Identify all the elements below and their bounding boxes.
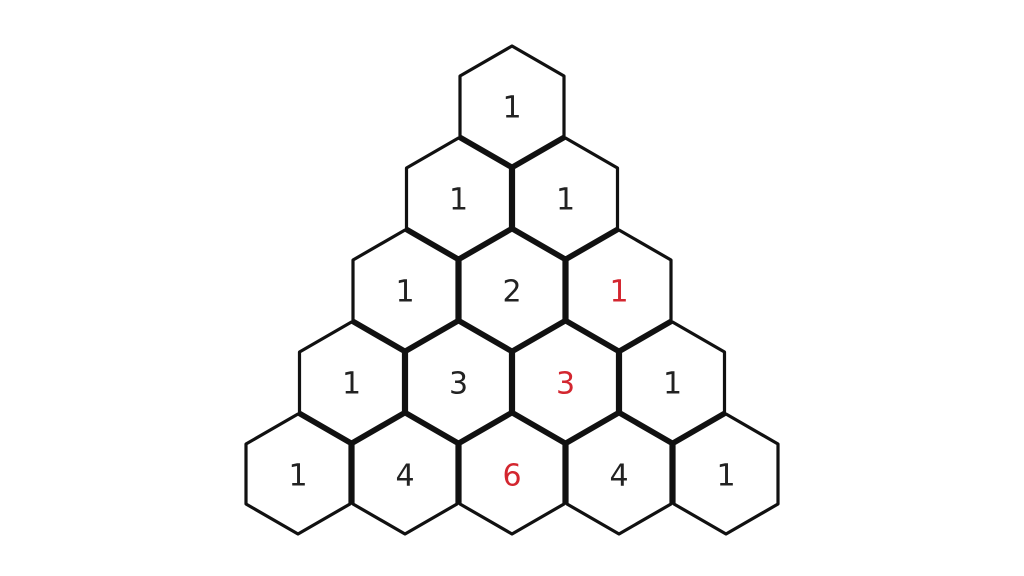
hex-cell-r0-c0: 1	[458, 44, 566, 168]
hex-value-highlighted: 3	[556, 367, 575, 402]
hex-cell-r3-c1: 3	[404, 320, 513, 444]
hex-cell-r4-c0: 1	[244, 412, 352, 536]
hexagon	[351, 228, 459, 352]
hex-value-highlighted: 6	[502, 459, 521, 494]
hex-cells: 1 1 1 1 2 1 1 3 3 1 1 4 6 4 1	[244, 44, 780, 536]
hex-cell-r4-c1: 4	[351, 412, 459, 536]
hex-value: 3	[449, 367, 468, 402]
hex-value: 2	[502, 275, 521, 310]
hex-value: 1	[395, 275, 414, 310]
hex-value: 1	[716, 459, 735, 494]
hexagon	[458, 228, 566, 352]
hexagon	[511, 136, 620, 260]
hexagon	[672, 412, 780, 536]
hex-cell-r4-c2: 6	[458, 412, 566, 536]
hexagon	[458, 412, 566, 536]
hex-value: 1	[663, 367, 682, 402]
hex-value: 1	[342, 367, 361, 402]
hex-value: 1	[556, 183, 575, 218]
hex-cell-r1-c0: 1	[404, 136, 513, 260]
hexagon	[565, 412, 673, 536]
hex-cell-r1-c1: 1	[511, 136, 620, 260]
hex-value: 1	[449, 183, 468, 218]
hexagon	[297, 320, 406, 444]
hex-cell-r2-c1: 2	[458, 228, 566, 352]
hex-value: 1	[502, 91, 521, 126]
hex-cell-r2-c2: 1	[565, 228, 673, 352]
hexagon	[244, 412, 352, 536]
hex-value: 4	[395, 459, 414, 494]
hexagon	[618, 320, 727, 444]
hex-cell-r4-c3: 4	[565, 412, 673, 536]
hex-cell-r3-c0: 1	[297, 320, 406, 444]
hexagon	[404, 320, 513, 444]
hexagon	[565, 228, 673, 352]
hexagon	[404, 136, 513, 260]
hex-cell-r3-c3: 1	[618, 320, 727, 444]
hex-value-highlighted: 1	[609, 275, 628, 310]
hex-cell-r4-c4: 1	[672, 412, 780, 536]
hex-cell-r2-c0: 1	[351, 228, 459, 352]
hex-value: 4	[609, 459, 628, 494]
hex-value: 1	[288, 459, 307, 494]
hexagon	[511, 320, 620, 444]
hex-cell-r3-c2: 3	[511, 320, 620, 444]
hexagon	[351, 412, 459, 536]
hexagon	[458, 44, 566, 168]
